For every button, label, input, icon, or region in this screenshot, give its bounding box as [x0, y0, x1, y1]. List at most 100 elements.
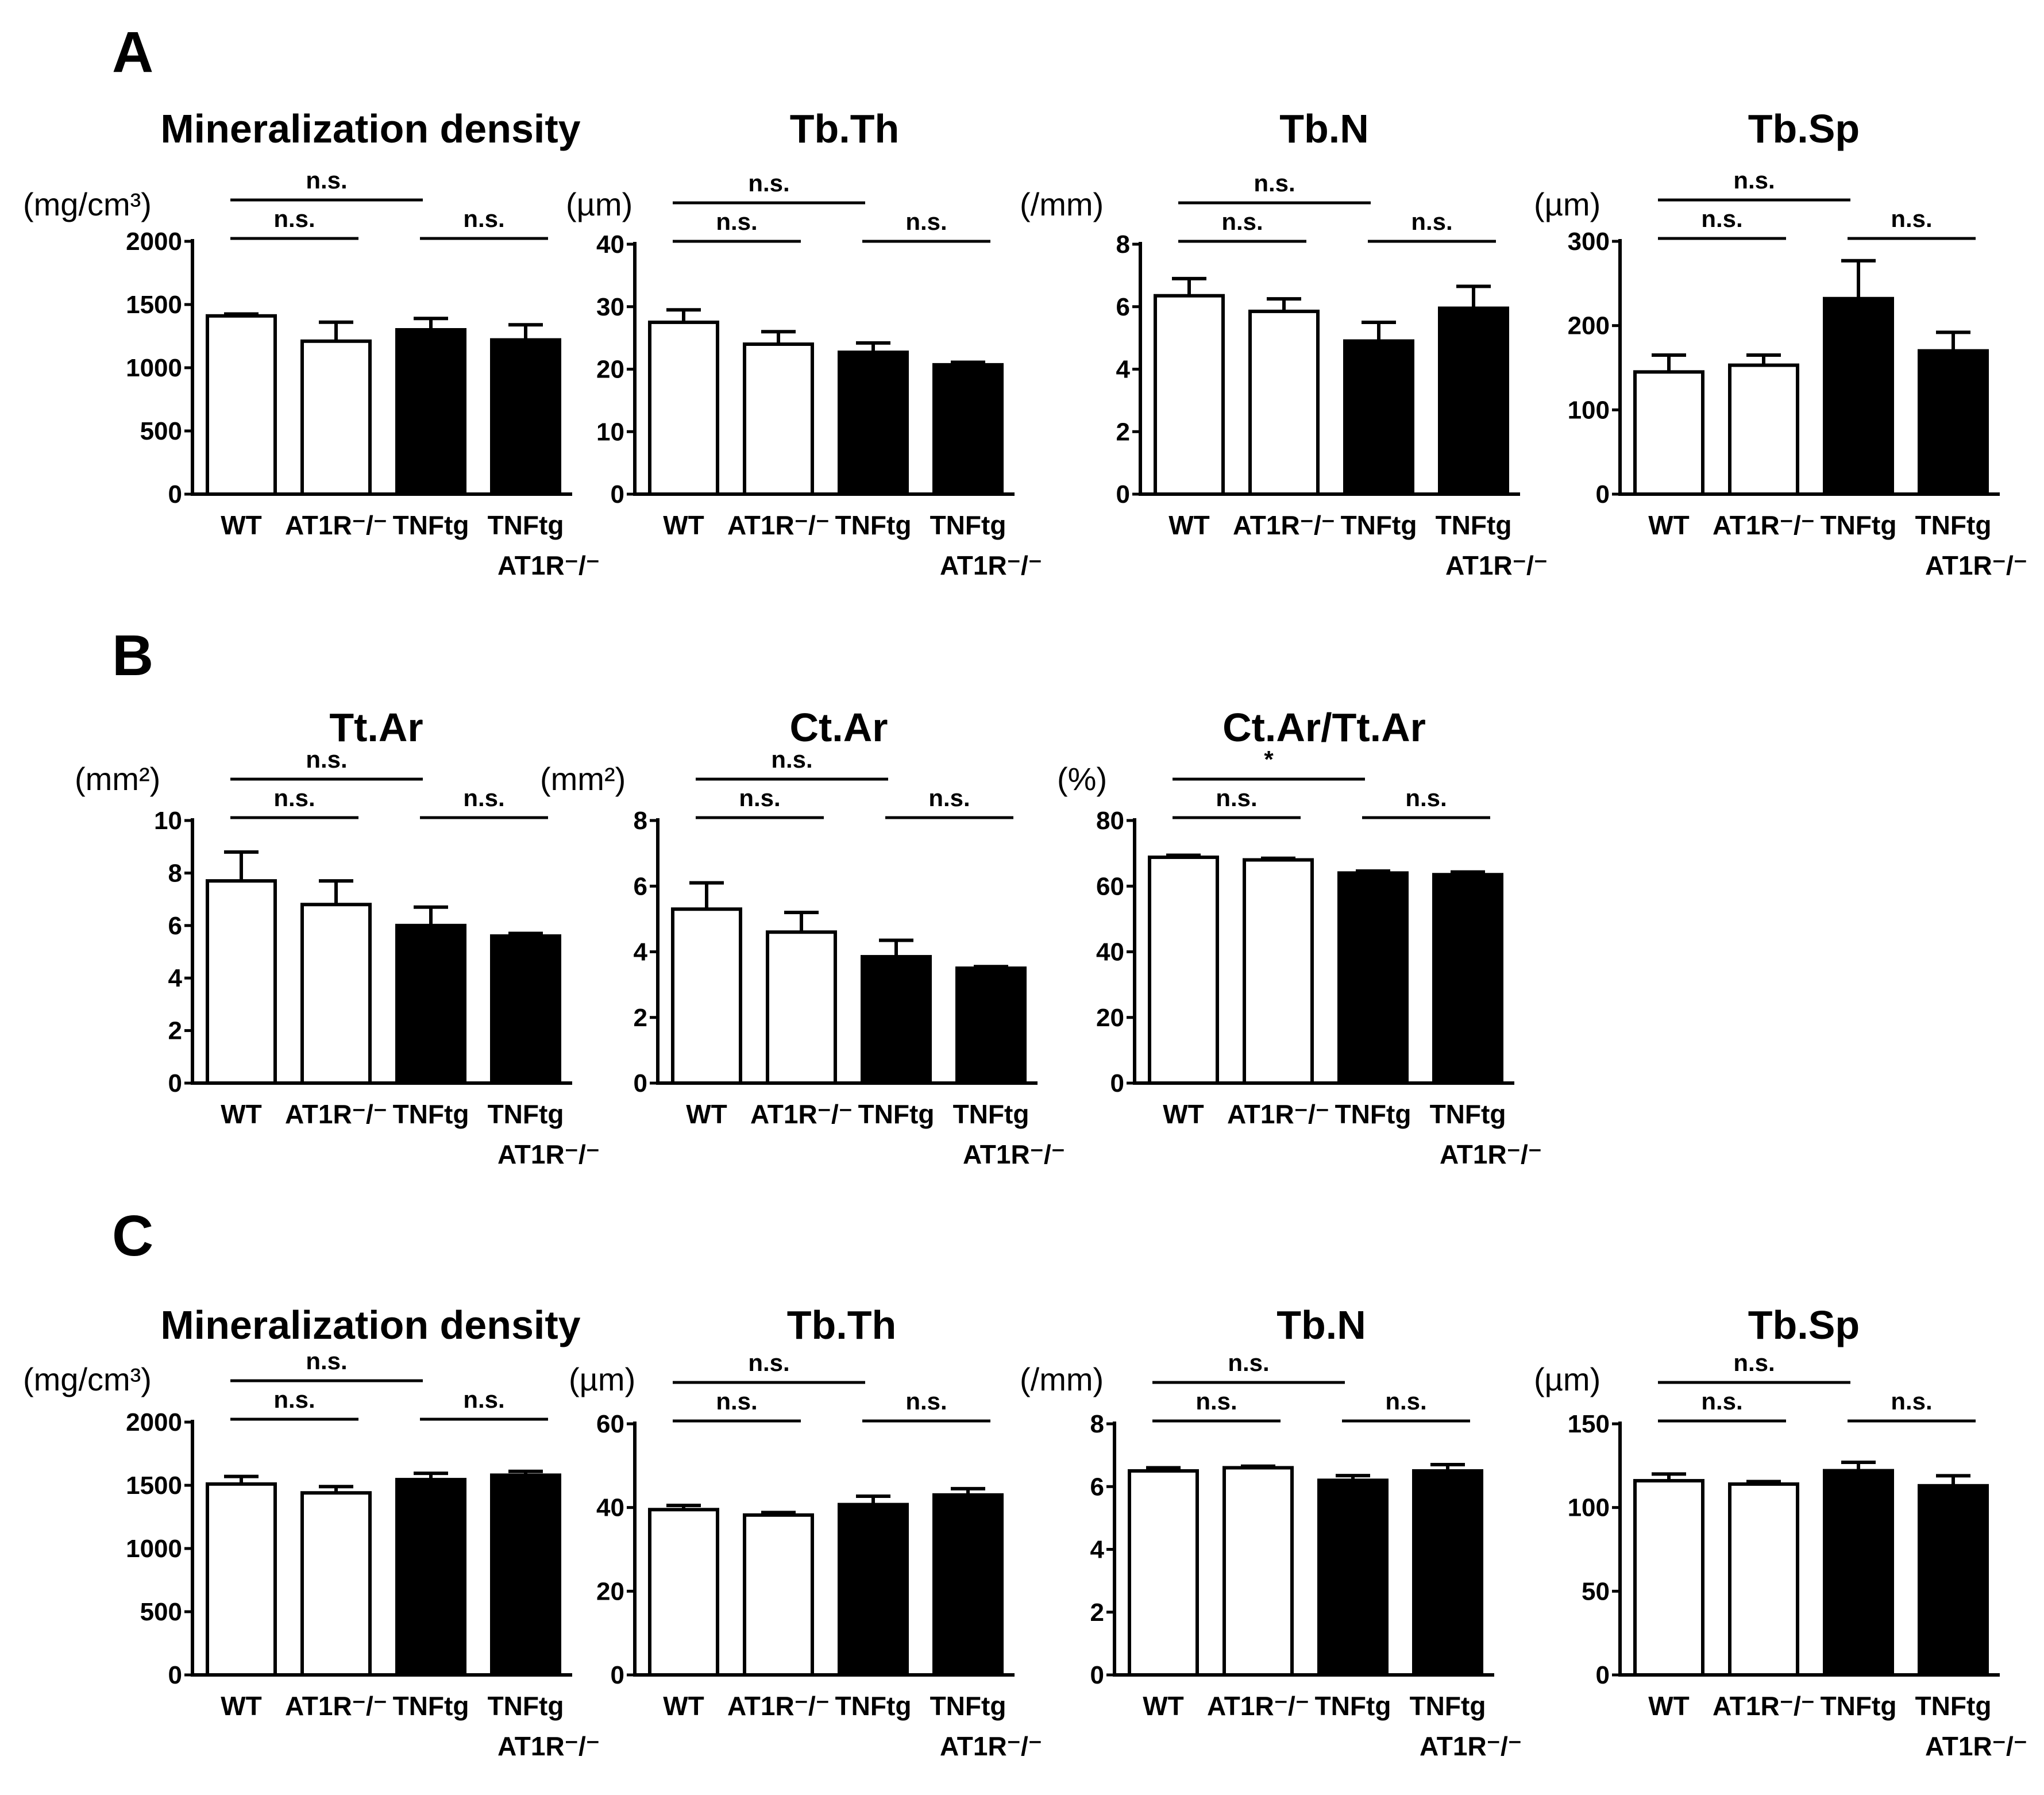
panel-label-c: C: [112, 1204, 153, 1268]
y-axis-unit: (%): [1057, 761, 1107, 797]
y-axis-unit: (mg/cm³): [23, 1361, 152, 1397]
bar: [490, 934, 561, 1085]
significance-label: n.s.: [273, 205, 315, 232]
chart-11: Tb.Sp (µm) 0 50 100 150 WT AT1R⁻/⁻ TNFtg TNFtg AT1…: [1534, 1303, 2027, 1761]
chart-title: Tb.N: [1276, 1303, 1366, 1347]
category-label: TNFtg AT1R⁻/⁻: [1410, 1691, 1522, 1761]
y-tick-label: 4: [1090, 1536, 1105, 1564]
y-tick-label: 150: [1568, 1410, 1610, 1438]
y-tick-label: 10: [596, 418, 624, 446]
bar: [1248, 309, 1320, 496]
chart-title: Tb.Sp: [1748, 1303, 1860, 1347]
y-axis-unit: (/mm): [1020, 1361, 1104, 1397]
chart-6: Ct.Ar (mm²) 0 2 4 6 8 WT AT1R⁻/⁻ TNFtg TNFtg AT1R⁻/…: [540, 705, 1065, 1169]
bar: [300, 1491, 372, 1677]
category-label: TNFtg AT1R⁻/⁻: [1430, 1099, 1542, 1169]
category-label: TNFtg: [1821, 510, 1897, 540]
bar: [206, 879, 277, 1085]
category-label: AT1R⁻/⁻: [1207, 1691, 1309, 1721]
category-label: WT: [1648, 510, 1690, 540]
significance-label: n.s.: [1891, 205, 1932, 232]
category-label: AT1R⁻/⁻: [285, 1099, 387, 1129]
chart-title: Tt.Ar: [329, 705, 423, 750]
significance-label: n.s.: [1228, 1349, 1269, 1376]
bar: [1317, 1478, 1389, 1677]
significance-label: n.s.: [1254, 170, 1295, 197]
y-tick-label: 300: [1568, 228, 1610, 256]
y-tick-label: 2: [1116, 418, 1130, 446]
category-label: TNFtg AT1R⁻/⁻: [1436, 510, 1548, 580]
bar: [206, 314, 277, 496]
bar: [1918, 349, 1989, 496]
bar: [1728, 1482, 1799, 1677]
bar: [1412, 1469, 1483, 1677]
bar: [1222, 1466, 1294, 1677]
significance-label: n.s.: [1216, 784, 1257, 811]
category-label: TNFtg AT1R⁻/⁻: [930, 510, 1042, 580]
significance-label: n.s.: [1411, 208, 1452, 235]
category-label: TNFtg: [858, 1099, 935, 1129]
category-label: AT1R⁻/⁻: [1233, 510, 1335, 540]
category-label: TNFtg AT1R⁻/⁻: [488, 1099, 600, 1169]
y-tick-label: 0: [168, 480, 182, 509]
y-tick-label: 40: [1096, 938, 1124, 966]
significance-label: n.s.: [1701, 205, 1742, 232]
y-tick-label: 8: [634, 807, 647, 835]
y-tick-label: 0: [1596, 480, 1610, 509]
bar: [1148, 855, 1219, 1085]
significance-label: n.s.: [463, 1386, 504, 1413]
y-tick-label: 0: [168, 1069, 182, 1097]
bar: [1918, 1484, 1989, 1677]
significance-label: n.s.: [716, 208, 757, 235]
bar: [955, 966, 1027, 1085]
category-label: WT: [221, 1691, 262, 1721]
category-label: WT: [1648, 1691, 1690, 1721]
bar: [490, 338, 561, 496]
y-axis-unit: (µm): [569, 1361, 635, 1397]
y-tick-label: 8: [1090, 1410, 1104, 1438]
bar: [932, 363, 1004, 496]
y-tick-label: 6: [1090, 1473, 1104, 1501]
y-tick-label: 30: [596, 293, 624, 321]
bar: [1823, 296, 1894, 496]
chart-title: Tb.Sp: [1748, 106, 1860, 151]
significance-label: n.s.: [1733, 167, 1775, 194]
category-label: TNFtg AT1R⁻/⁻: [953, 1099, 1065, 1169]
y-tick-label: 1500: [126, 291, 182, 319]
y-axis-unit: (µm): [1534, 1361, 1601, 1397]
bar: [300, 339, 372, 496]
bar: [1438, 306, 1509, 496]
y-tick-label: 4: [168, 964, 183, 992]
y-axis-unit: (/mm): [1020, 186, 1104, 222]
category-label: AT1R⁻/⁻: [1227, 1099, 1329, 1129]
significance-label: n.s.: [748, 1349, 789, 1376]
chart-9: Tb.Th (µm) 0 20 40 60 WT AT1R⁻/⁻ TNFtg TNFtg AT1R⁻…: [569, 1303, 1042, 1761]
bar: [1128, 1469, 1199, 1677]
bar: [671, 907, 742, 1085]
category-label: TNFtg AT1R⁻/⁻: [488, 510, 600, 580]
category-label: AT1R⁻/⁻: [285, 1691, 387, 1721]
bar: [648, 320, 719, 496]
significance-label: n.s.: [1701, 1388, 1742, 1415]
category-label: AT1R⁻/⁻: [1713, 510, 1815, 540]
chart-10: Tb.N (/mm) 0 2 4 6 8 WT AT1R⁻/⁻ TNFtg TNFtg AT1R⁻/⁻…: [1020, 1303, 1522, 1761]
bar: [1243, 858, 1314, 1085]
y-tick-label: 8: [168, 859, 182, 887]
y-tick-label: 20: [596, 1577, 624, 1605]
significance-label: n.s.: [1891, 1388, 1932, 1415]
significance-label: n.s.: [1195, 1388, 1237, 1415]
chart-2: Tb.Th (µm) 0 10 20 30 40 WT AT1R⁻/⁻ TNFtg TNFtg AT1…: [566, 106, 1042, 580]
significance-label: n.s.: [306, 746, 347, 773]
significance-label: n.s.: [273, 784, 315, 811]
bar: [1432, 873, 1503, 1085]
chart-1: Mineralization density(mg/cm³) 0 500 1000 15…: [23, 106, 600, 580]
significance-label: n.s.: [1405, 784, 1447, 811]
bar: [743, 342, 814, 496]
y-tick-label: 0: [1090, 1661, 1104, 1689]
panel-label-b: B: [112, 623, 153, 688]
chart-8: Mineralization density(mg/cm³) 0 500 1000 15…: [23, 1303, 600, 1761]
y-tick-label: 6: [634, 872, 647, 900]
y-axis-unit: (mg/cm³): [23, 186, 152, 222]
category-label: AT1R⁻/⁻: [285, 510, 387, 540]
